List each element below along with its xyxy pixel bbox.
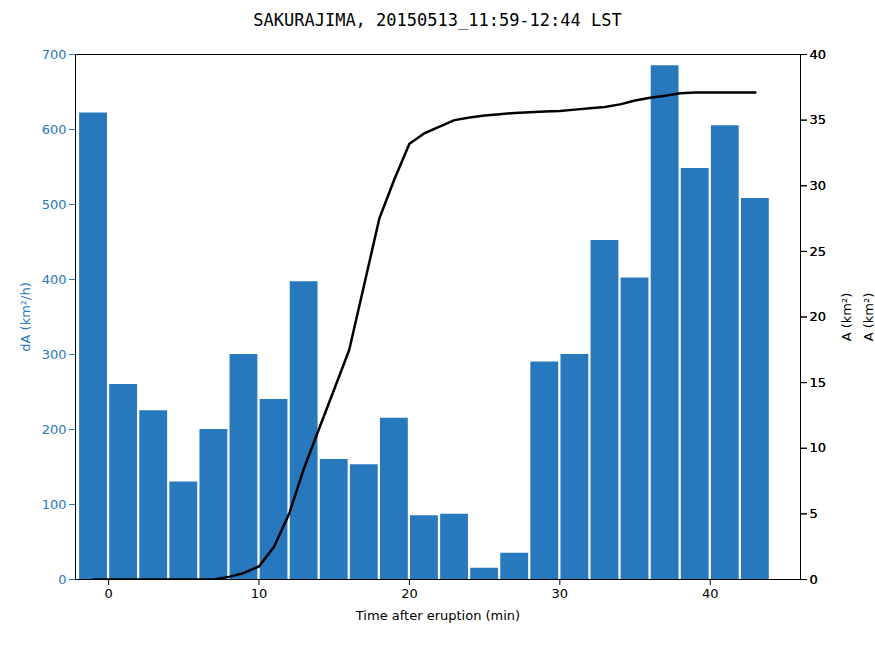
svg-text:500: 500 [42,197,67,212]
svg-text:20: 20 [810,309,827,324]
svg-text:35: 35 [810,112,827,127]
svg-text:700: 700 [42,47,67,62]
svg-text:15: 15 [810,375,827,390]
svg-text:40: 40 [810,47,827,62]
svg-text:40: 40 [702,586,719,601]
svg-text:200: 200 [42,422,67,437]
svg-text:20: 20 [810,309,827,324]
svg-text:15: 15 [810,375,827,390]
html-text:SAKURAJIMA, 20150513_11:59-12:: SAKURAJIMA, 20150513_11:59-12:44 LST [253,10,622,30]
svg-text:40: 40 [810,47,827,62]
svg-text:0: 0 [104,586,112,601]
svg-text:10: 10 [810,440,827,455]
svg-text:5: 5 [810,506,818,521]
svg-text:30: 30 [810,178,827,193]
svg-text:25: 25 [810,244,827,259]
svg-text:A (km²): A (km²) [839,293,854,342]
svg-text:30: 30 [810,178,827,193]
svg-text:35: 35 [810,112,827,127]
svg-text:10: 10 [810,440,827,455]
svg-text:25: 25 [810,244,827,259]
svg-text:10: 10 [251,586,268,601]
svg-text:Time after eruption (min): Time after eruption (min) [355,608,520,623]
svg-text:dA (km²/h): dA (km²/h) [18,282,33,351]
svg-text:400: 400 [42,272,67,287]
svg-text:100: 100 [42,497,67,512]
svg-text:30: 30 [552,586,569,601]
svg-text:600: 600 [42,122,67,137]
svg-text:0: 0 [810,572,818,587]
svg-text:20: 20 [401,586,418,601]
svg-text:300: 300 [42,347,67,362]
svg-text:0: 0 [810,572,818,587]
svg-text:A (km²): A (km²) [861,293,875,342]
svg-text:5: 5 [810,506,818,521]
svg-text:0: 0 [58,572,66,587]
